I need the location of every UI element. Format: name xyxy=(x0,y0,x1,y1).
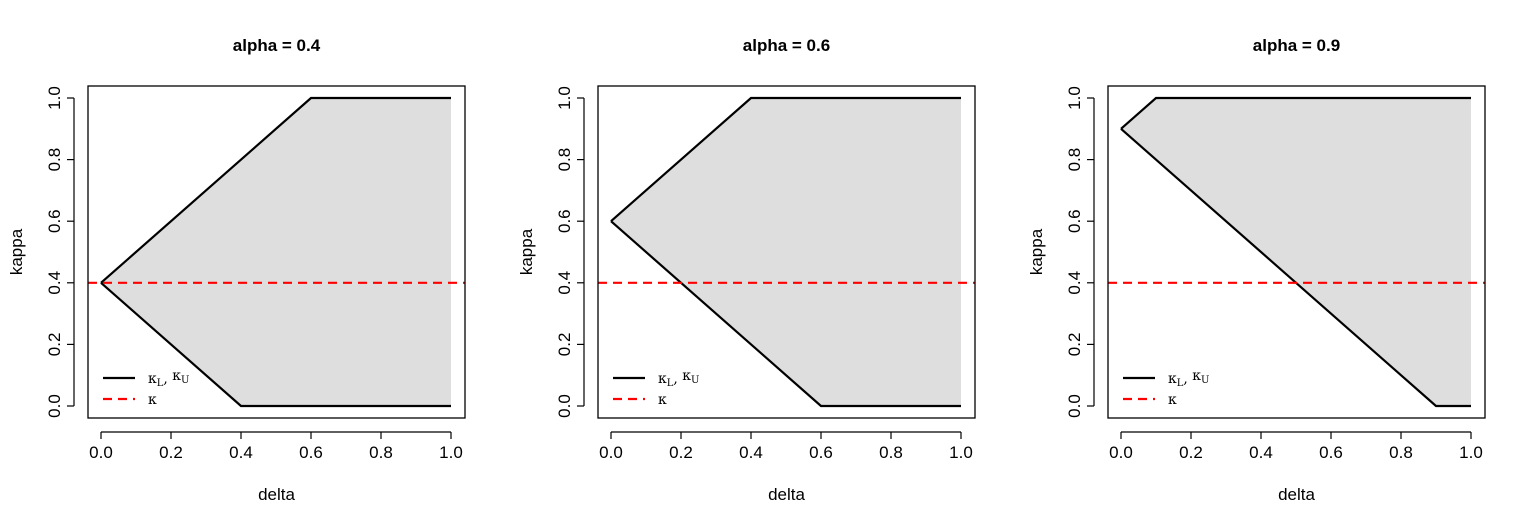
y-tick-label: 0.0 xyxy=(45,394,64,418)
y-tick-label: 0.6 xyxy=(45,209,64,233)
chart-title: alpha = 0.4 xyxy=(233,36,321,55)
x-tick-label: 0.4 xyxy=(229,443,253,462)
y-tick-label: 1.0 xyxy=(1065,86,1084,110)
legend-text-part: U xyxy=(1201,375,1209,386)
y-tick-label: 0.6 xyxy=(555,209,574,233)
y-tick-label: 0.0 xyxy=(1065,394,1084,418)
panel-2: 0.0 0.2 0.4 0.6 0.8 1.0 0.0 0.2 0.4 0.6 0.8 1.0 alph… xyxy=(517,36,976,504)
kappa-upper-line xyxy=(100,96,451,284)
legend-text-part: L xyxy=(157,378,164,389)
legend-label-kappa: κ xyxy=(148,392,157,408)
legend-text-part: , xyxy=(163,371,172,387)
x-tick-label: 0.2 xyxy=(159,443,183,462)
chart-title: alpha = 0.6 xyxy=(743,36,830,55)
legend: κL, κUκ xyxy=(613,368,699,408)
x-tick-label: 0.4 xyxy=(739,443,763,462)
y-tick-label: 0.4 xyxy=(45,271,64,295)
x-tick-label: 1.0 xyxy=(949,443,973,462)
legend-label-kappa: κ xyxy=(658,392,667,408)
y-tick-label: 0.2 xyxy=(555,333,574,357)
x-tick-label: 0.8 xyxy=(369,443,393,462)
x-tick-label: 0.6 xyxy=(299,443,323,462)
legend-text-part: κ xyxy=(148,371,157,387)
y-tick-label: 0.4 xyxy=(555,271,574,295)
x-tick-label: 0.0 xyxy=(1109,443,1133,462)
legend-label-bounds: κL, κU xyxy=(1168,368,1209,389)
legend: κL, κUκ xyxy=(103,368,189,408)
y-axis-label: kappa xyxy=(517,228,536,275)
legend-text-part: U xyxy=(181,375,189,386)
plot-box xyxy=(597,85,976,419)
legend-text-part: , xyxy=(673,371,682,387)
legend-text-part: κ xyxy=(1192,368,1201,384)
y-tick-label: 1.0 xyxy=(555,86,574,110)
legend: κL, κUκ xyxy=(1123,368,1209,408)
legend-text-part: , xyxy=(1183,371,1192,387)
x-tick-label: 0.8 xyxy=(879,443,903,462)
legend-text-part: U xyxy=(691,375,699,386)
y-tick-label: 0.0 xyxy=(555,394,574,418)
y-axis-label: kappa xyxy=(1027,228,1046,275)
y-tick-label: 0.8 xyxy=(555,148,574,172)
legend-label-bounds: κL, κU xyxy=(658,368,699,389)
legend-text-part: L xyxy=(667,378,674,389)
plot-box xyxy=(1107,85,1486,419)
y-tick-label: 0.8 xyxy=(1065,148,1084,172)
x-tick-label: 1.0 xyxy=(1459,443,1483,462)
chart-title: alpha = 0.9 xyxy=(1253,36,1340,55)
x-tick-label: 0.6 xyxy=(809,443,833,462)
x-tick-label: 1.0 xyxy=(439,443,463,462)
y-tick-label: 1.0 xyxy=(45,86,64,110)
y-tick-label: 0.4 xyxy=(1065,271,1084,295)
x-tick-label: 0.0 xyxy=(599,443,623,462)
x-tick-label: 0.6 xyxy=(1319,443,1343,462)
panel-3: 0.0 0.2 0.4 0.6 0.8 1.0 0.0 0.2 0.4 0.6 0.8 1.0 alph… xyxy=(1027,36,1486,504)
x-tick-label: 0.8 xyxy=(1389,443,1413,462)
x-tick-label: 0.2 xyxy=(669,443,693,462)
panel-1: 0.0 0.2 0.4 0.6 0.8 1.0 0.0 0.2 0.4 0.6 0.8 1.0 alph… xyxy=(7,36,466,504)
y-axis-label: kappa xyxy=(7,228,26,275)
y-tick-label: 0.2 xyxy=(45,333,64,357)
kappa-lower-line xyxy=(1120,127,1471,408)
x-axis-label: delta xyxy=(1278,485,1315,504)
plot-box xyxy=(87,85,466,419)
legend-text-part: L xyxy=(1177,378,1184,389)
x-axis-label: delta xyxy=(258,485,295,504)
y-tick-label: 0.6 xyxy=(1065,209,1084,233)
y-tick-label: 0.2 xyxy=(1065,333,1084,357)
kappa-upper-line xyxy=(610,96,961,223)
x-tick-label: 0.2 xyxy=(1179,443,1203,462)
legend-text-part: κ xyxy=(1168,371,1177,387)
legend-text-part: κ xyxy=(682,368,691,384)
bound-region xyxy=(611,98,961,406)
legend-label-bounds: κL, κU xyxy=(148,368,189,389)
x-axis-label: delta xyxy=(768,485,805,504)
x-tick-label: 0.0 xyxy=(89,443,113,462)
y-tick-label: 0.8 xyxy=(45,148,64,172)
bound-region xyxy=(101,98,451,406)
x-tick-label: 0.4 xyxy=(1249,443,1273,462)
kappa-lower-line xyxy=(100,281,451,408)
legend-text-part: κ xyxy=(172,368,181,384)
legend-text-part: κ xyxy=(658,371,667,387)
kappa-upper-line xyxy=(1120,96,1471,130)
legend-label-kappa: κ xyxy=(1168,392,1177,408)
bound-region xyxy=(1121,98,1471,406)
